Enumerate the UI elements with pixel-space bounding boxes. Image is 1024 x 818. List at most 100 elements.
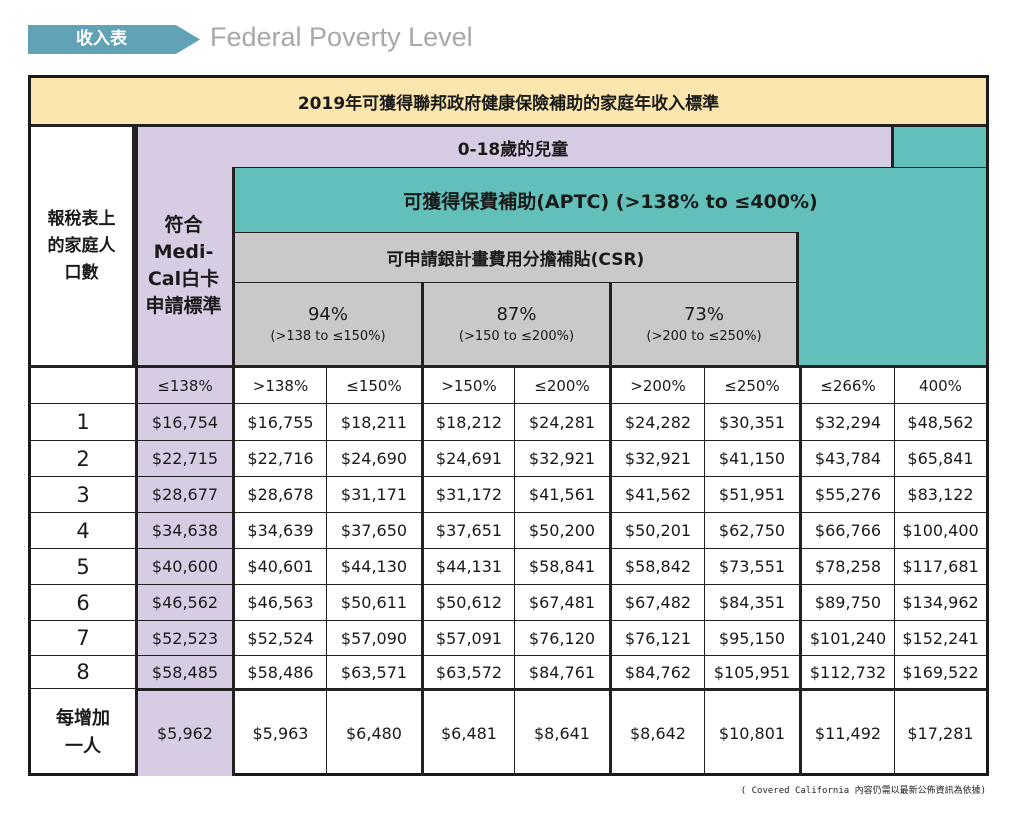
table-cell: $32,921 <box>609 440 704 476</box>
column-header: ≤150% <box>326 365 421 403</box>
table-cell: $52,523 <box>135 620 232 655</box>
row-label: 5 <box>31 548 135 584</box>
table-cell: $44,131 <box>421 548 514 584</box>
table-cell: $8,642 <box>609 688 704 776</box>
row-label: 每增加一人 <box>31 688 135 776</box>
csr-tier-2: 73% (>200 to ≤250%) <box>609 282 799 365</box>
table-cell: $31,172 <box>421 476 514 512</box>
table-cell: $32,921 <box>514 440 609 476</box>
table-cell: $65,841 <box>894 440 986 476</box>
table-cell: $44,130 <box>326 548 421 584</box>
table-cell: $51,951 <box>704 476 799 512</box>
table-cell: $37,650 <box>326 512 421 548</box>
table-cell: $5,962 <box>135 688 232 776</box>
table-cell: $55,276 <box>799 476 894 512</box>
table-cell: $28,678 <box>232 476 326 512</box>
table-cell: $46,563 <box>232 584 326 620</box>
row-label: 3 <box>31 476 135 512</box>
table-cell: $17,281 <box>894 688 986 776</box>
csr-tier-0: 94% (>138 to ≤150%) <box>232 282 421 365</box>
table-cell: $83,122 <box>894 476 986 512</box>
aptc-header: 可獲得保費補助(APTC) (>138% to ≤400%) <box>232 167 986 232</box>
children-header: 0-18歲的兒童 <box>135 127 894 167</box>
csr-tier-range: (>200 to ≤250%) <box>646 329 762 344</box>
table-cell: $84,762 <box>609 655 704 688</box>
table-cell: $73,551 <box>704 548 799 584</box>
table-cell: $41,562 <box>609 476 704 512</box>
table-cell: $41,561 <box>514 476 609 512</box>
table-cell: $50,200 <box>514 512 609 548</box>
column-header: ≤138% <box>135 365 232 403</box>
column-header: >138% <box>232 365 326 403</box>
table-cell: $43,784 <box>799 440 894 476</box>
column-header: 400% <box>894 365 986 403</box>
footnote: ( Covered California 內容仍需以最新公佈資訊為依據) <box>740 786 986 796</box>
table-cell: $24,282 <box>609 403 704 440</box>
table-cell: $5,963 <box>232 688 326 776</box>
table-cell: $24,690 <box>326 440 421 476</box>
table-cell: $50,611 <box>326 584 421 620</box>
column-header: ≤200% <box>514 365 609 403</box>
csr-tier-pct: 87% <box>496 304 537 325</box>
table-cell: $66,766 <box>799 512 894 548</box>
row-label: 2 <box>31 440 135 476</box>
table-cell: $16,754 <box>135 403 232 440</box>
table-cell: $16,755 <box>232 403 326 440</box>
table-cell: $76,120 <box>514 620 609 655</box>
table-cell: $62,750 <box>704 512 799 548</box>
csr-tier-range: (>138 to ≤150%) <box>270 329 386 344</box>
row-label: 4 <box>31 512 135 548</box>
column-header: ≤250% <box>704 365 799 403</box>
table-cell: $58,486 <box>232 655 326 688</box>
csr-tier-pct: 73% <box>683 304 724 325</box>
column-header: >200% <box>609 365 704 403</box>
table-cell: $58,485 <box>135 655 232 688</box>
table-cell: $34,639 <box>232 512 326 548</box>
table-cell: $52,524 <box>232 620 326 655</box>
table-cell: $169,522 <box>894 655 986 688</box>
table-cell: $95,150 <box>704 620 799 655</box>
section-tag: 收入表 <box>28 25 200 54</box>
csr-header: 可申請銀計畫費用分擔補貼(CSR) <box>232 232 799 282</box>
table-cell: $6,480 <box>326 688 421 776</box>
table-cell: $57,090 <box>326 620 421 655</box>
table-cell: $34,638 <box>135 512 232 548</box>
table-cell: $6,481 <box>421 688 514 776</box>
table-cell: $32,294 <box>799 403 894 440</box>
column-header: >150% <box>421 365 514 403</box>
table-cell: $63,571 <box>326 655 421 688</box>
divider <box>135 127 138 776</box>
table-cell: $31,171 <box>326 476 421 512</box>
table-cell: $117,681 <box>894 548 986 584</box>
household-label: 報稅表上的家庭人口數 <box>47 208 116 283</box>
table-cell: $40,600 <box>135 548 232 584</box>
table-cell: $58,841 <box>514 548 609 584</box>
row-label: 8 <box>31 655 135 688</box>
table-cell: $152,241 <box>894 620 986 655</box>
table-cell: $8,641 <box>514 688 609 776</box>
table-cell: $84,351 <box>704 584 799 620</box>
page-subtitle: Federal Poverty Level <box>210 22 473 52</box>
table-cell: $84,761 <box>514 655 609 688</box>
csr-tier-pct: 94% <box>307 304 348 325</box>
table-cell: $134,962 <box>894 584 986 620</box>
aptc-fill <box>799 232 986 365</box>
table-cell: $50,201 <box>609 512 704 548</box>
household-header: 報稅表上的家庭人口數 <box>31 127 135 365</box>
table-cell: $10,801 <box>704 688 799 776</box>
aptc-corner-bg <box>894 127 986 167</box>
table-cell: $101,240 <box>799 620 894 655</box>
row-label: 7 <box>31 620 135 655</box>
csr-tier-1: 87% (>150 to ≤200%) <box>421 282 609 365</box>
table-cell: $57,091 <box>421 620 514 655</box>
row-label: 6 <box>31 584 135 620</box>
table-cell: $11,492 <box>799 688 894 776</box>
column-header: ≤266% <box>799 365 894 403</box>
csr-tier-range: (>150 to ≤200%) <box>458 329 575 344</box>
table-cell: $22,716 <box>232 440 326 476</box>
table-cell: $63,572 <box>421 655 514 688</box>
table-cell: $67,481 <box>514 584 609 620</box>
table-cell: $30,351 <box>704 403 799 440</box>
table-cell: $18,211 <box>326 403 421 440</box>
table-cell: $24,281 <box>514 403 609 440</box>
